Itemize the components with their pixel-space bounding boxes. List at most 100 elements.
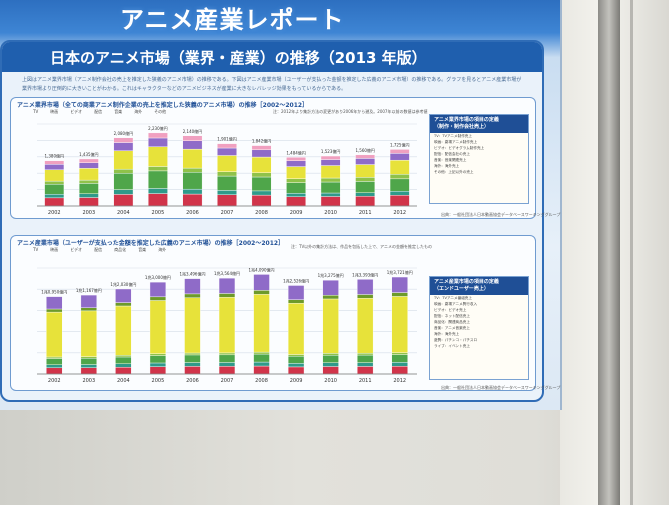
bar-segment-映画 <box>149 362 167 367</box>
definition-item: 商品化：関連商品売上 <box>434 320 470 324</box>
poster-panel: 日本のアニメ市場（業界・産業）の推移（2013 年版） 上図はアニメ業界市場（ア… <box>0 40 560 402</box>
bar-segment-その他 <box>44 160 65 165</box>
bar-segment-音楽 <box>287 299 305 304</box>
bar-segment-配信 <box>287 354 305 357</box>
bar-segment-TV <box>113 194 134 207</box>
bar-segment-TV <box>46 367 63 375</box>
banner-title: アニメ産業レポート <box>120 6 345 34</box>
bar-segment-海外 <box>149 281 167 298</box>
bar-segment-TV <box>253 365 270 375</box>
bar-segment-配信 <box>184 352 201 356</box>
bar-segment-配信 <box>78 179 99 184</box>
bar-segment-TV <box>78 197 99 207</box>
bar-segment-TV <box>320 196 341 207</box>
bar-segment-その他 <box>148 132 168 139</box>
wall-seam <box>630 0 633 505</box>
definition-title: アニメ産業市場の項目の定義 （エンドユーザー売上） <box>430 277 528 295</box>
bar-segment-音楽 <box>115 302 132 307</box>
x-tick-label: 2009 <box>290 378 303 384</box>
bar-segment-音楽 <box>217 155 237 172</box>
bar-segment-音楽 <box>218 293 236 298</box>
total-label: 1,901億円 <box>217 136 236 142</box>
bar-segment-TV <box>357 366 374 375</box>
definition-item: 海外：海外売上 <box>434 164 460 168</box>
total-label: 2,230億円 <box>148 125 167 131</box>
bar-segment-配信 <box>320 177 341 183</box>
bar-segment-その他 <box>251 145 272 151</box>
total-label: 1,842億円 <box>252 138 271 144</box>
bar-segment-映画 <box>322 362 339 367</box>
x-tick-label: 2005 <box>152 378 165 384</box>
bar-segment-映画 <box>389 191 410 196</box>
definition-item: 映画：劇場アニメ制作売上 <box>434 140 478 144</box>
bar-segment-映画 <box>46 364 63 369</box>
definition-item: 映画：劇場アニメ興行収入 <box>434 302 478 306</box>
total-label: 1,725億円 <box>390 141 409 147</box>
bar-segment-配信 <box>322 353 339 356</box>
bar-segment-映画 <box>113 189 134 195</box>
bar-segment-映画 <box>286 193 306 197</box>
bar-segment-ビデオ <box>253 353 270 363</box>
bar-segment-音楽 <box>184 293 201 298</box>
bar-segment-音楽 <box>44 169 65 182</box>
bar-segment-TV <box>80 367 97 375</box>
bar-segment-海外 <box>320 159 341 166</box>
bar-segment-配信 <box>355 177 376 182</box>
legend-item: 映画 <box>50 247 59 252</box>
total-label: 2,080億円 <box>114 130 133 136</box>
legend-item: 海外 <box>134 109 143 114</box>
chart2-source: 出典：一般社団法人日本動画協会データベースワーキンググループ <box>441 385 561 390</box>
bar-segment-配信 <box>44 180 65 185</box>
legend-item: ビデオ <box>70 109 83 114</box>
x-tick-label: 2004 <box>117 210 130 216</box>
bar-segment-ビデオ <box>218 354 236 363</box>
legend-item: 音楽 <box>114 109 123 114</box>
x-tick-label: 2002 <box>48 210 61 216</box>
bar-segment-その他 <box>217 143 237 149</box>
bar-segment-ビデオ <box>391 354 408 363</box>
bar-segment-TV <box>355 196 376 207</box>
definition-item: TV：TVアニメ番組売上 <box>434 296 472 300</box>
bar-segment-配信 <box>80 356 97 359</box>
bar-segment-ビデオ <box>287 356 305 364</box>
bar-segment-音楽 <box>80 307 97 312</box>
total-label: 2,140億円 <box>183 128 202 134</box>
bar-segment-その他 <box>320 155 341 160</box>
bar-segment-その他 <box>182 135 203 141</box>
chart1-legend: TV 映画 ビデオ 配信 音楽 海外 その他 <box>33 109 178 115</box>
definition-item: TV：TVアニメ制作売上 <box>434 134 472 138</box>
legend-item: 音楽 <box>138 247 147 252</box>
bar-segment-TV <box>286 196 306 207</box>
definition-title-text: アニメ産業市場の項目の定義 <box>434 279 499 285</box>
x-tick-label: 2006 <box>186 378 199 384</box>
x-tick-label: 2007 <box>221 378 234 384</box>
bar-segment-商品化 <box>322 298 339 354</box>
bar-segment-ビデオ <box>322 355 339 363</box>
total-label: 1兆4,090億円 <box>249 266 275 272</box>
bar-segment-海外 <box>287 285 305 300</box>
bar-segment-映画 <box>355 192 376 197</box>
bar-segment-音楽 <box>78 168 99 181</box>
definition-title-text: アニメ業界市場の項目の定義 <box>434 117 499 123</box>
bar-segment-配信 <box>389 174 410 180</box>
chart2-svg: 1兆0,950億円 2002 1兆1,167億円 2003 1兆2,030億円 2004 1… <box>37 266 417 384</box>
legend-item: 映画 <box>50 109 59 114</box>
definition-item: その他：上記以外の売上 <box>434 170 474 174</box>
x-tick-label: 2012 <box>393 378 406 384</box>
legend-item: TV <box>33 109 39 114</box>
x-tick-label: 2011 <box>359 210 372 216</box>
x-tick-label: 2004 <box>117 378 130 384</box>
bar-segment-TV <box>322 366 339 375</box>
bar-segment-海外 <box>115 288 132 303</box>
bar-segment-映画 <box>78 193 99 198</box>
chart2-legend: TV 映画 ビデオ 配信 商品化 音楽 海外 <box>33 247 178 253</box>
bar-segment-TV <box>115 366 132 375</box>
definition-list: TV：TVアニメ番組売上 映画：劇場アニメ興行収入 ビデオ：ビデオ売上 配信：ネット配… <box>430 295 528 349</box>
legend-item: TV <box>33 247 39 252</box>
total-label: 1兆2,030億円 <box>110 281 136 287</box>
legend-item: ビデオ <box>70 247 83 252</box>
x-tick-label: 2010 <box>324 210 337 216</box>
bar-segment-その他 <box>355 154 376 159</box>
bar-segment-商品化 <box>357 298 374 354</box>
bar-segment-商品化 <box>391 296 408 353</box>
